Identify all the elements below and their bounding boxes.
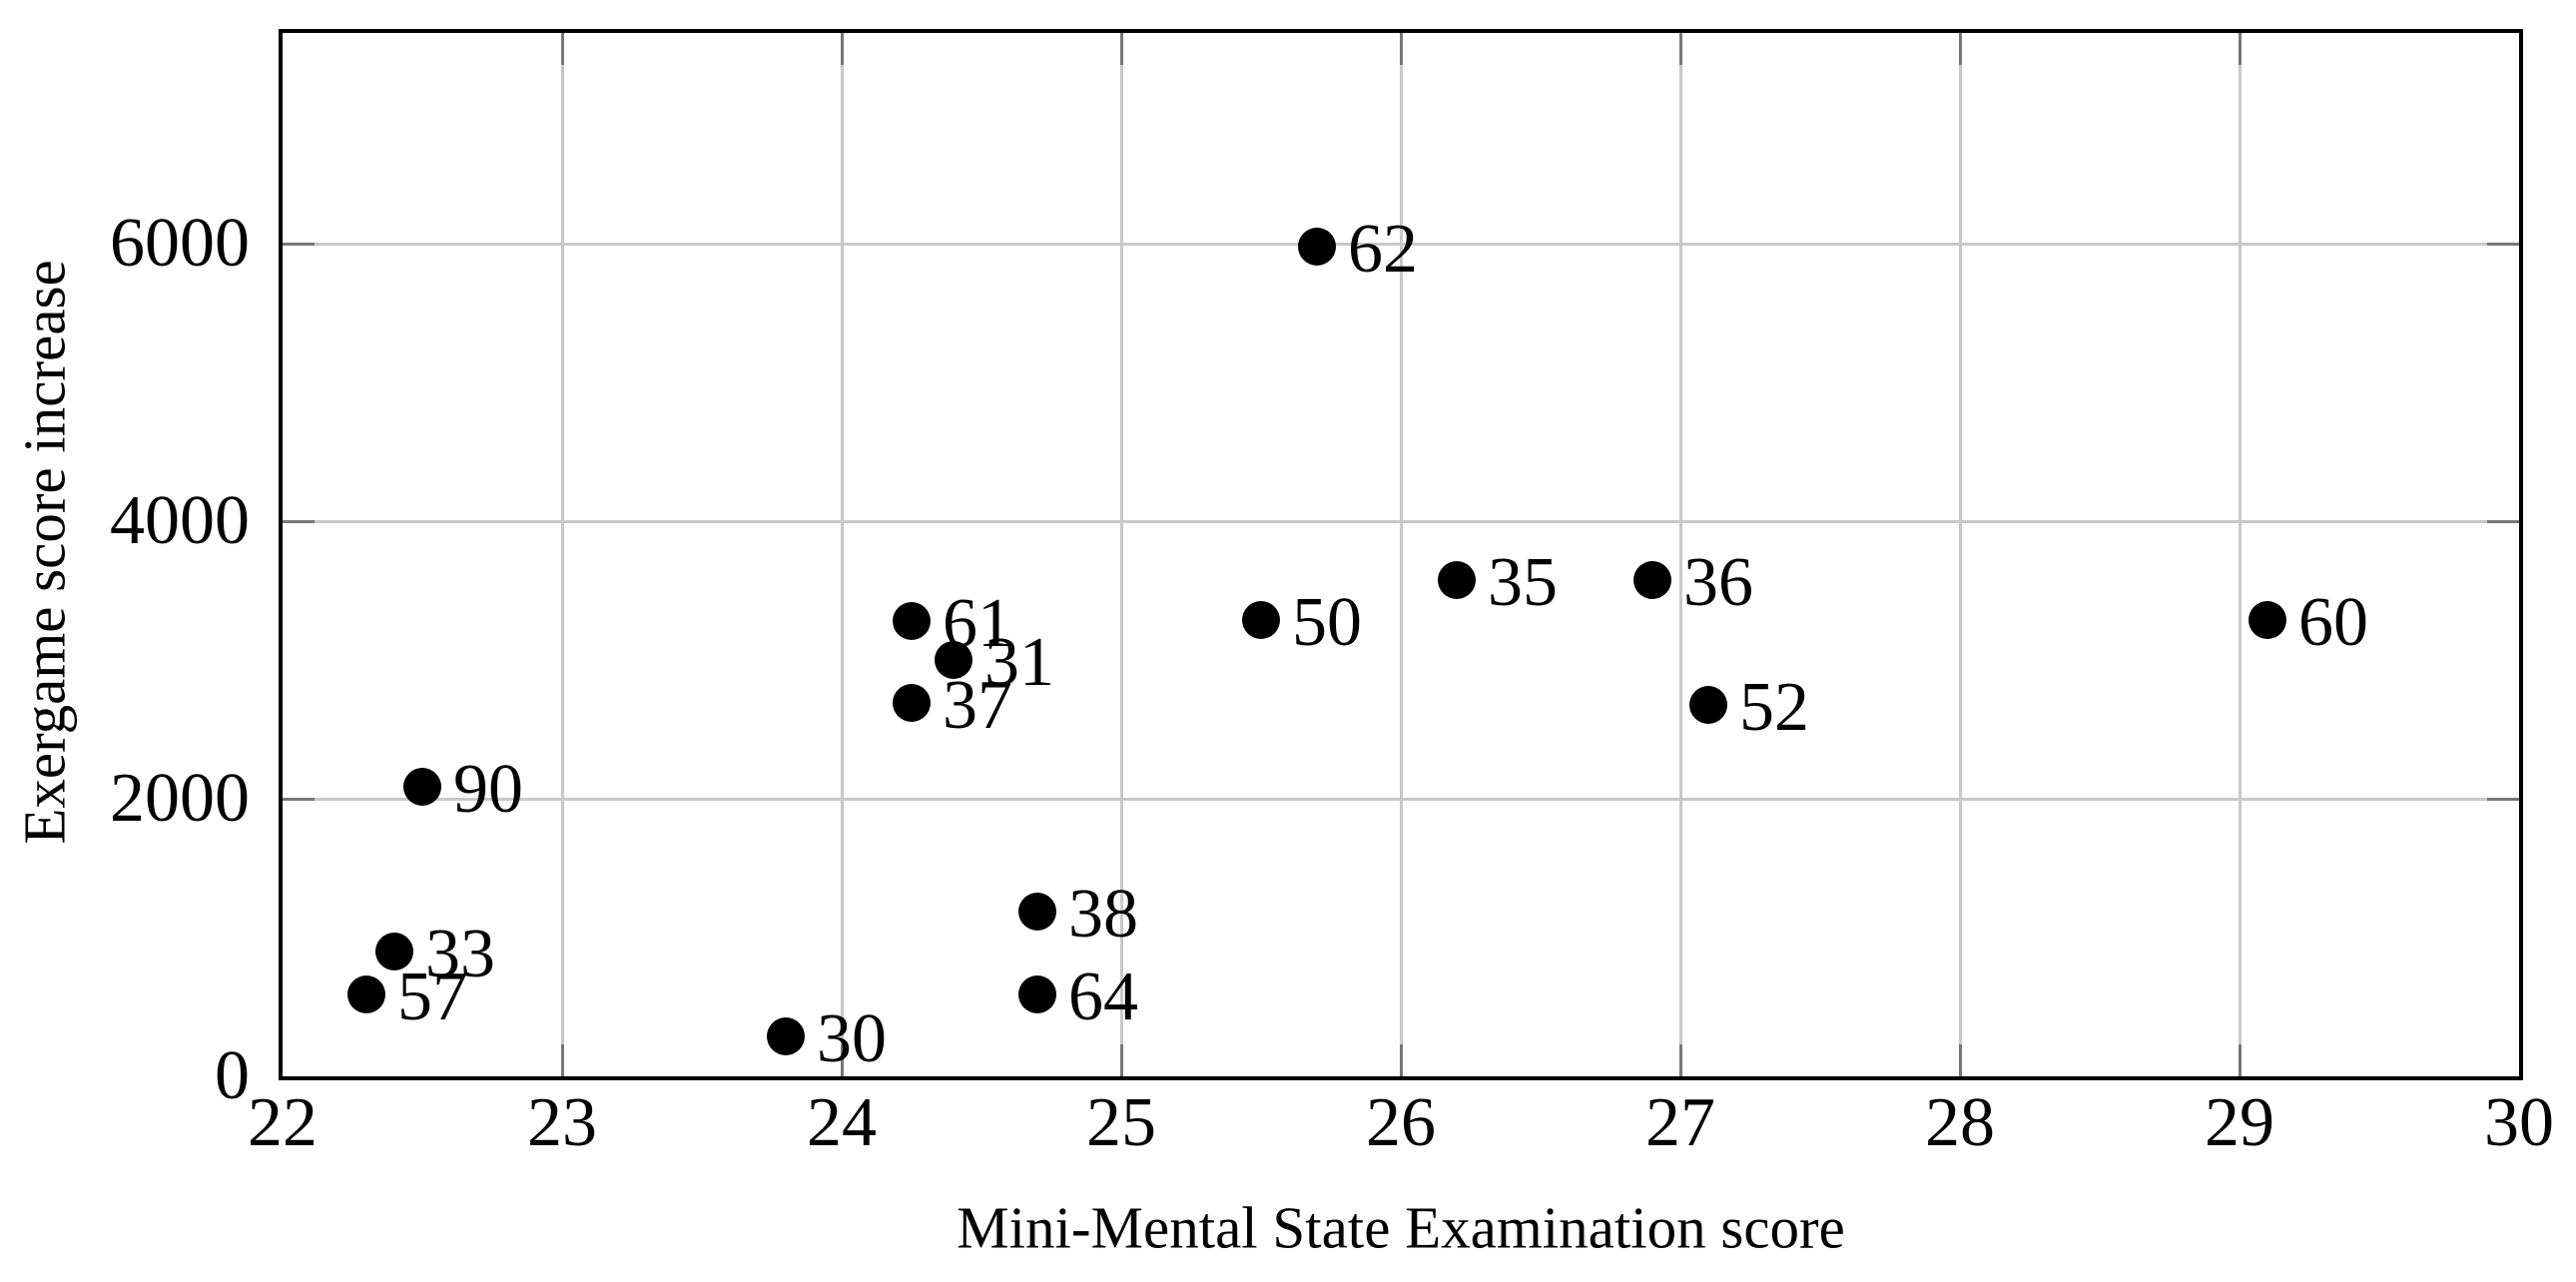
data-point-90 [403,767,441,806]
data-point-label-52: 52 [1739,668,1809,746]
data-point-label-36: 36 [1683,543,1753,621]
data-point-57 [347,975,385,1013]
x-tick-label-28: 28 [1925,1084,1995,1161]
gridline-x-29 [2238,33,2242,1076]
data-point-33 [375,932,413,970]
gridline-x-27 [1678,33,1682,1076]
tick-x-top-25 [1119,33,1123,65]
y-tick-label-0: 0 [215,1037,250,1114]
tick-x-bottom-26 [1399,1044,1403,1076]
tick-y-left-6000 [283,242,315,246]
x-tick-label-25: 25 [1086,1084,1156,1161]
data-point-31 [935,641,972,680]
gridline-x-25 [1119,33,1123,1076]
tick-x-bottom-23 [560,1044,564,1076]
data-point-36 [1633,560,1671,599]
tick-x-bottom-24 [840,1044,844,1076]
data-point-label-64: 64 [1068,959,1138,1035]
data-point-label-31: 31 [984,624,1054,702]
x-tick-label-24: 24 [807,1084,877,1161]
data-point-60 [2249,600,2286,639]
data-point-50 [1242,600,1280,639]
data-point-52 [1689,685,1727,724]
plot-area-frame: 57 33 90 30 37 61 31 64 38 50 62 35 36 52 60 [279,29,2523,1080]
data-point-label-90: 90 [453,750,523,828]
tick-x-bottom-25 [1119,1044,1123,1076]
tick-x-top-23 [560,33,564,65]
tick-y-right-6000 [2487,242,2519,246]
data-point-38 [1018,892,1056,931]
x-tick-label-27: 27 [1645,1084,1715,1161]
data-point-35 [1438,560,1476,599]
tick-x-top-29 [2238,33,2242,65]
x-tick-label-22: 22 [248,1084,318,1161]
gridline-x-24 [840,33,844,1076]
data-point-label-50: 50 [1292,583,1362,661]
tick-x-top-28 [1958,33,1962,65]
y-tick-label-6000: 6000 [110,205,250,283]
data-point-61 [893,602,931,641]
data-point-62 [1298,228,1336,266]
tick-x-bottom-28 [1958,1044,1962,1076]
y-tick-label-2000: 2000 [110,760,250,838]
gridline-y-6000 [283,242,2519,246]
tick-y-left-2000 [283,797,315,801]
data-point-64 [1018,975,1056,1013]
y-tick-label-4000: 4000 [110,482,250,560]
x-tick-label-30: 30 [2484,1084,2554,1161]
gridline-x-23 [560,33,564,1076]
data-point-label-38: 38 [1068,875,1138,953]
tick-y-right-2000 [2487,797,2519,801]
tick-y-left-4000 [283,519,315,523]
tick-x-top-26 [1399,33,1403,65]
plot-area: 57 33 90 30 37 61 31 64 38 50 62 35 36 52 60 [283,33,2519,1076]
data-point-label-57: 57 [397,959,467,1035]
data-point-label-30: 30 [817,999,887,1077]
x-axis-title: Mini-Mental State Examination score [957,1194,1845,1261]
gridline-x-26 [1399,33,1403,1076]
gridline-y-4000 [283,519,2519,523]
tick-x-bottom-29 [2238,1044,2242,1076]
tick-x-bottom-27 [1678,1044,1682,1076]
gridline-x-28 [1958,33,1962,1076]
gridline-y-2000 [283,797,2519,801]
tick-x-top-24 [840,33,844,65]
data-point-label-37: 37 [943,667,1012,745]
data-point-label-60: 60 [2298,583,2368,661]
tick-y-right-4000 [2487,519,2519,523]
x-tick-label-23: 23 [527,1084,597,1161]
x-tick-label-29: 29 [2205,1084,2274,1161]
data-point-label-62: 62 [1348,211,1418,288]
data-point-label-35: 35 [1488,543,1558,621]
data-point-37 [893,684,931,723]
data-point-30 [767,1016,805,1055]
x-tick-label-26: 26 [1366,1084,1436,1161]
data-point-label-33: 33 [425,915,495,992]
tick-x-top-27 [1678,33,1682,65]
